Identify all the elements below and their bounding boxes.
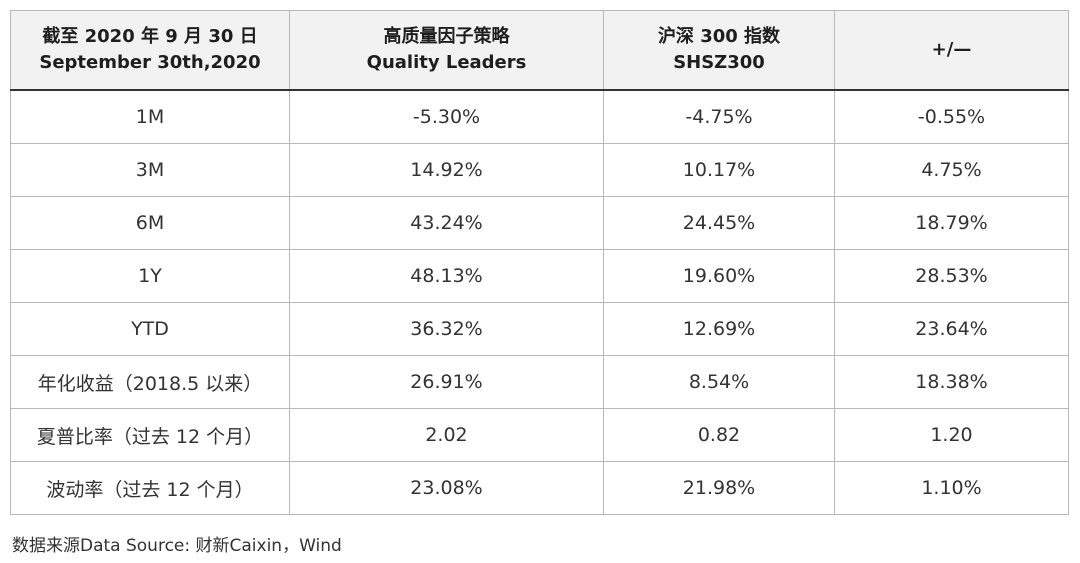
shsz300-cell: 12.69% xyxy=(603,302,835,356)
header-difference-label: +/— xyxy=(931,39,972,60)
header-quality-leaders: 高质量因子策略 Quality Leaders xyxy=(289,10,604,91)
shsz300-cell: 19.60% xyxy=(603,249,835,303)
quality-cell: 26.91% xyxy=(289,355,604,409)
header-row: 截至 2020 年 9 月 30 日 September 30th,2020 高… xyxy=(10,10,1069,91)
table-row: 年化收益（2018.5 以来） 26.91% 8.54% 18.38% xyxy=(10,355,1069,409)
header-shsz300-cn: 沪深 300 指数 xyxy=(657,26,781,47)
header-date-cn: 截至 2020 年 9 月 30 日 xyxy=(42,26,258,47)
quality-cell: 23.08% xyxy=(289,461,604,515)
period-cell: 6M xyxy=(10,196,290,250)
period-cell: 3M xyxy=(10,143,290,197)
period-cell: 年化收益（2018.5 以来） xyxy=(10,355,290,409)
header-date-en: September 30th,2020 xyxy=(39,52,261,73)
table-row: YTD 36.32% 12.69% 23.64% xyxy=(10,302,1069,356)
table-header: 截至 2020 年 9 月 30 日 September 30th,2020 高… xyxy=(10,10,1069,91)
shsz300-cell: 8.54% xyxy=(603,355,835,409)
shsz300-cell: 21.98% xyxy=(603,461,835,515)
diff-cell: 18.79% xyxy=(834,196,1069,250)
table-row: 波动率（过去 12 个月） 23.08% 21.98% 1.10% xyxy=(10,461,1069,515)
header-quality-cn: 高质量因子策略 xyxy=(383,26,510,47)
shsz300-cell: -4.75% xyxy=(603,89,835,144)
shsz300-cell: 0.82 xyxy=(603,408,835,462)
quality-cell: 48.13% xyxy=(289,249,604,303)
diff-cell: 28.53% xyxy=(834,249,1069,303)
diff-cell: 1.10% xyxy=(834,461,1069,515)
quality-cell: 43.24% xyxy=(289,196,604,250)
period-cell: 1M xyxy=(10,89,290,144)
diff-cell: 23.64% xyxy=(834,302,1069,356)
table-body: 1M -5.30% -4.75% -0.55% 3M 14.92% 10.17%… xyxy=(10,89,1069,515)
performance-table: 截至 2020 年 9 月 30 日 September 30th,2020 高… xyxy=(10,10,1069,515)
table-row: 3M 14.92% 10.17% 4.75% xyxy=(10,143,1069,197)
diff-cell: -0.55% xyxy=(834,89,1069,144)
header-date: 截至 2020 年 9 月 30 日 September 30th,2020 xyxy=(10,10,290,91)
quality-cell: -5.30% xyxy=(289,89,604,144)
quality-cell: 36.32% xyxy=(289,302,604,356)
header-quality-en: Quality Leaders xyxy=(366,52,527,73)
diff-cell: 4.75% xyxy=(834,143,1069,197)
diff-cell: 18.38% xyxy=(834,355,1069,409)
period-cell: 夏普比率（过去 12 个月） xyxy=(10,408,290,462)
quality-cell: 2.02 xyxy=(289,408,604,462)
table-row: 1Y 48.13% 19.60% 28.53% xyxy=(10,249,1069,303)
header-shsz300-en: SHSZ300 xyxy=(673,52,765,73)
period-cell: 波动率（过去 12 个月） xyxy=(10,461,290,515)
table-row: 1M -5.30% -4.75% -0.55% xyxy=(10,89,1069,144)
table-row: 夏普比率（过去 12 个月） 2.02 0.82 1.20 xyxy=(10,408,1069,462)
header-shsz300: 沪深 300 指数 SHSZ300 xyxy=(603,10,835,91)
table-row: 6M 43.24% 24.45% 18.79% xyxy=(10,196,1069,250)
data-source-note: 数据来源Data Source: 财新Caixin，Wind xyxy=(12,536,342,556)
header-difference: +/— xyxy=(834,10,1069,91)
period-cell: 1Y xyxy=(10,249,290,303)
diff-cell: 1.20 xyxy=(834,408,1069,462)
shsz300-cell: 24.45% xyxy=(603,196,835,250)
quality-cell: 14.92% xyxy=(289,143,604,197)
period-cell: YTD xyxy=(10,302,290,356)
shsz300-cell: 10.17% xyxy=(603,143,835,197)
